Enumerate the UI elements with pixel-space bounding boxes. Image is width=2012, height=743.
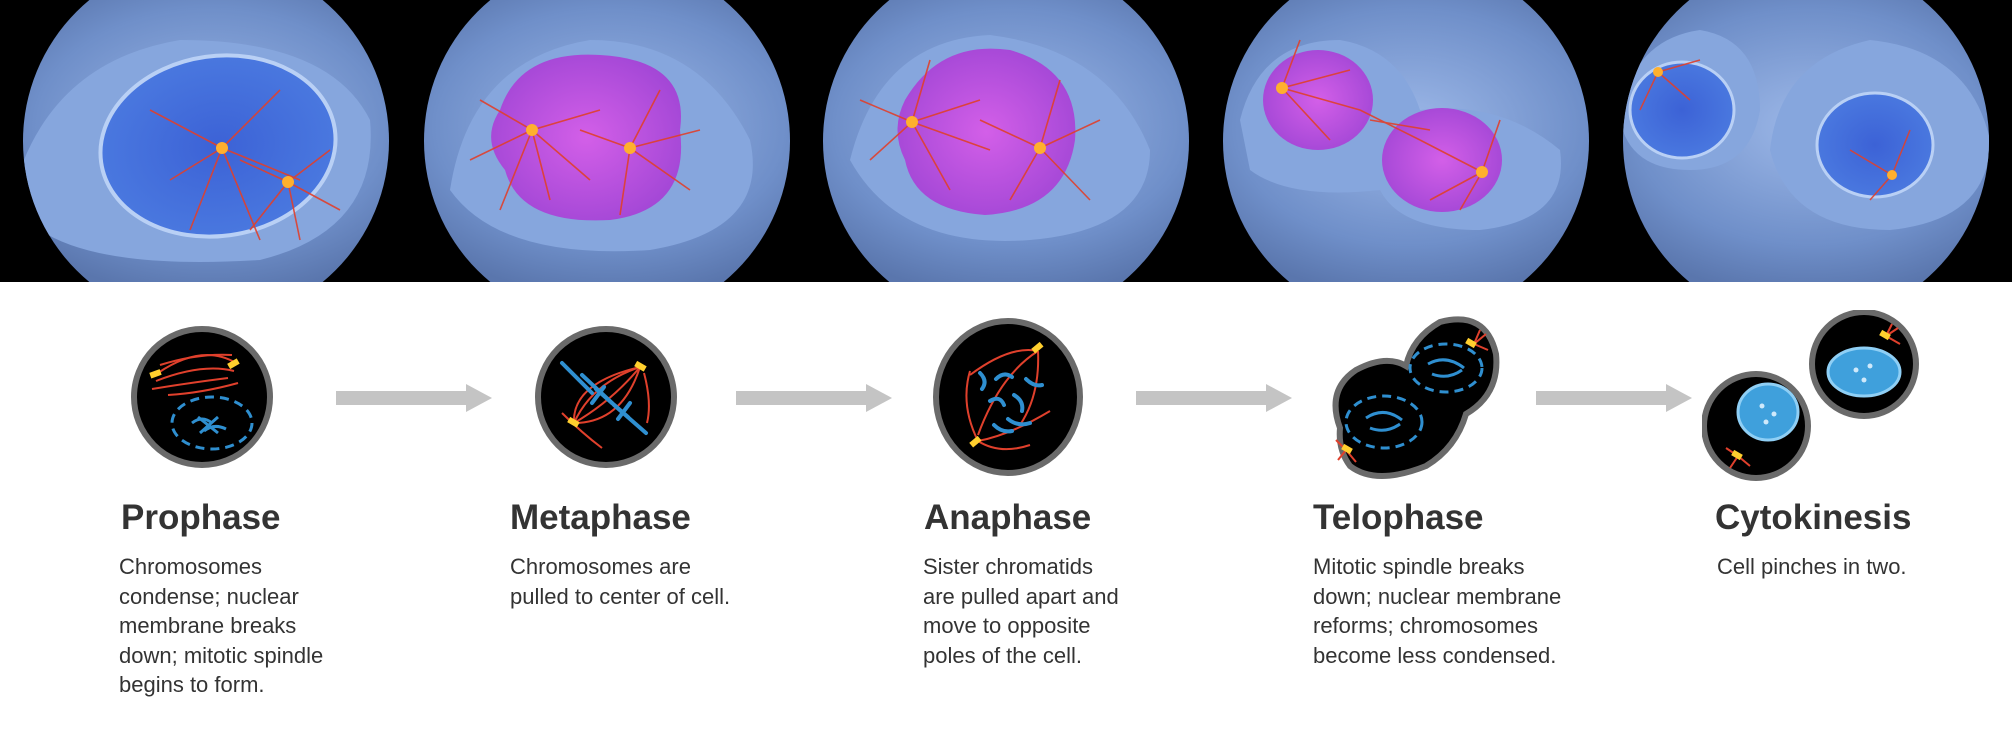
arrow-telophase-to-cytokinesis <box>1536 384 1692 412</box>
micrograph-strip <box>0 0 2012 282</box>
micrograph-anaphase <box>823 0 1189 282</box>
diagram-prophase <box>131 326 273 468</box>
micrograph-telophase <box>1223 0 1589 282</box>
diagram-telophase <box>1332 316 1500 479</box>
arrow-metaphase-to-anaphase <box>736 384 892 412</box>
phase-description-cytokinesis: Cell pinches in two. <box>1717 554 1907 579</box>
phase-title-cytokinesis: Cytokinesis <box>1715 498 1912 537</box>
phase-description-anaphase: Sister chromatids are pulled apart and m… <box>923 554 1119 668</box>
diagram-metaphase <box>535 326 677 468</box>
diagram-anaphase <box>933 318 1083 476</box>
phase-description-telophase: Mitotic spindle breaks down; nuclear mem… <box>1313 554 1562 668</box>
arrow-anaphase-to-telophase <box>1136 384 1292 412</box>
phase-description-metaphase: Chromosomes are pulled to center of cell… <box>510 554 731 609</box>
micrograph-metaphase <box>424 0 790 282</box>
arrow-prophase-to-metaphase <box>336 384 492 412</box>
phase-title-prophase: Prophase <box>121 498 281 537</box>
micrograph-prophase <box>23 0 389 282</box>
diagram-cytokinesis <box>1702 310 1919 481</box>
phase-title-anaphase: Anaphase <box>924 498 1092 537</box>
phase-description-prophase: Chromosomes condense; nuclear membrane b… <box>119 554 324 697</box>
micrograph-cytokinesis <box>1623 0 1989 282</box>
phase-title-metaphase: Metaphase <box>510 498 691 537</box>
phase-title-telophase: Telophase <box>1313 498 1484 537</box>
